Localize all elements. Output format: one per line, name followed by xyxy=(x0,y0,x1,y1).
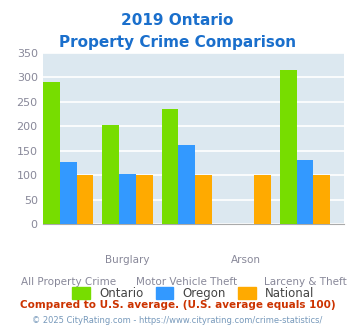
Bar xyxy=(254,175,271,224)
Text: Motor Vehicle Theft: Motor Vehicle Theft xyxy=(136,277,237,287)
Bar xyxy=(77,175,93,224)
Text: Property Crime Comparison: Property Crime Comparison xyxy=(59,35,296,50)
Bar xyxy=(119,174,136,224)
Bar xyxy=(43,82,60,224)
Text: Compared to U.S. average. (U.S. average equals 100): Compared to U.S. average. (U.S. average … xyxy=(20,300,335,310)
Text: Burglary: Burglary xyxy=(105,255,150,265)
Text: © 2025 CityRating.com - https://www.cityrating.com/crime-statistics/: © 2025 CityRating.com - https://www.city… xyxy=(32,316,323,325)
Bar xyxy=(280,70,296,224)
Text: 2019 Ontario: 2019 Ontario xyxy=(121,13,234,28)
Bar xyxy=(296,160,313,224)
Text: Larceny & Theft: Larceny & Theft xyxy=(263,277,346,287)
Bar xyxy=(195,175,212,224)
Bar xyxy=(313,175,330,224)
Text: All Property Crime: All Property Crime xyxy=(21,277,116,287)
Bar xyxy=(136,175,153,224)
Bar xyxy=(60,162,77,224)
Bar xyxy=(162,109,178,224)
Legend: Ontario, Oregon, National: Ontario, Oregon, National xyxy=(68,282,319,304)
Bar xyxy=(103,125,119,224)
Bar xyxy=(178,145,195,224)
Text: Arson: Arson xyxy=(231,255,261,265)
